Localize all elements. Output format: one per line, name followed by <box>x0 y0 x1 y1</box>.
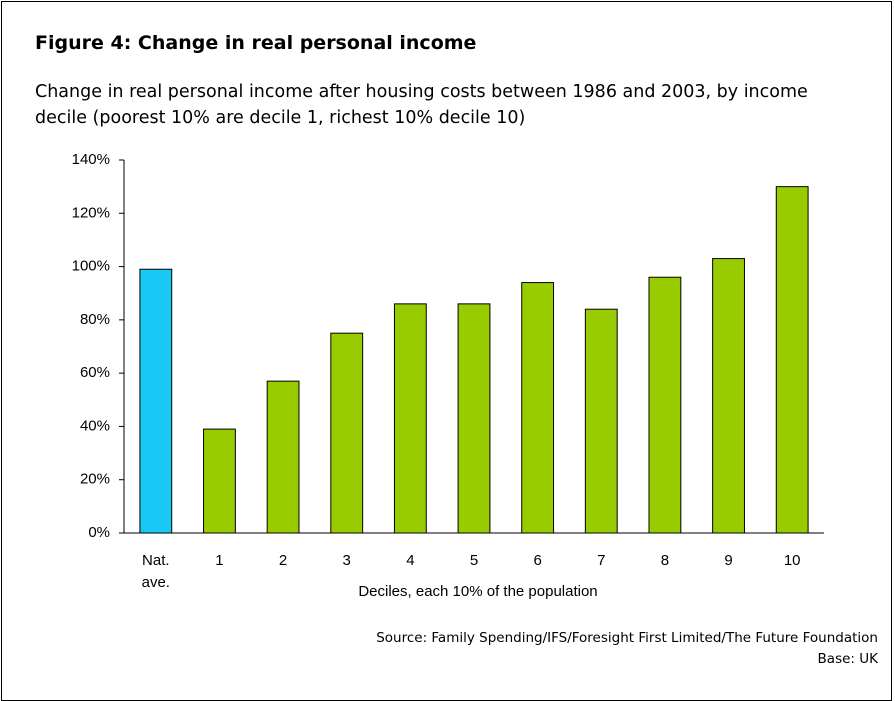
x-axis-label: Deciles, each 10% of the population <box>358 583 598 600</box>
x-tick-label: 9 <box>724 552 733 569</box>
bar <box>648 276 682 534</box>
bar <box>139 268 173 534</box>
x-tick-label: 10 <box>783 552 801 569</box>
bar <box>775 186 809 534</box>
x-tick-label: 8 <box>660 552 670 569</box>
bar <box>266 380 300 534</box>
bar <box>712 258 745 534</box>
y-tick-label: 100% <box>72 258 110 275</box>
source-note: Source: Family Spending/IFS/Foresight Fi… <box>376 630 878 646</box>
chart-subtitle: Change in real personal income after hou… <box>35 82 808 128</box>
y-tick-label: 80% <box>80 311 110 328</box>
x-tick-label: 4 <box>406 552 415 569</box>
y-tick-label: 140% <box>72 151 110 168</box>
y-tick-label: 60% <box>80 364 110 381</box>
y-tick-label: 40% <box>80 417 110 434</box>
bar <box>584 308 618 534</box>
chart: 0% 20% 40% 60% 80% 100% 120% 140% <box>72 151 824 541</box>
y-tick-label: 0% <box>88 524 110 541</box>
x-tick-label: 7 <box>597 552 606 569</box>
bar <box>521 282 555 534</box>
x-tick-label: 2 <box>278 552 288 569</box>
y-tick-label: 20% <box>80 471 110 488</box>
bar <box>457 303 491 534</box>
x-tick-label: 3 <box>342 552 351 569</box>
bar <box>203 428 236 534</box>
bar <box>393 303 427 534</box>
x-tick-label: 5 <box>469 552 479 569</box>
x-tick-label: 6 <box>533 552 542 569</box>
chart-title: Figure 4: Change in real personal income <box>35 32 477 54</box>
y-tick-label: 120% <box>72 204 110 221</box>
x-tick-label: Nat. ave. <box>141 552 170 591</box>
x-tick-label: 1 <box>215 552 224 569</box>
bar <box>330 332 364 534</box>
base-note: Base: UK <box>817 651 878 667</box>
